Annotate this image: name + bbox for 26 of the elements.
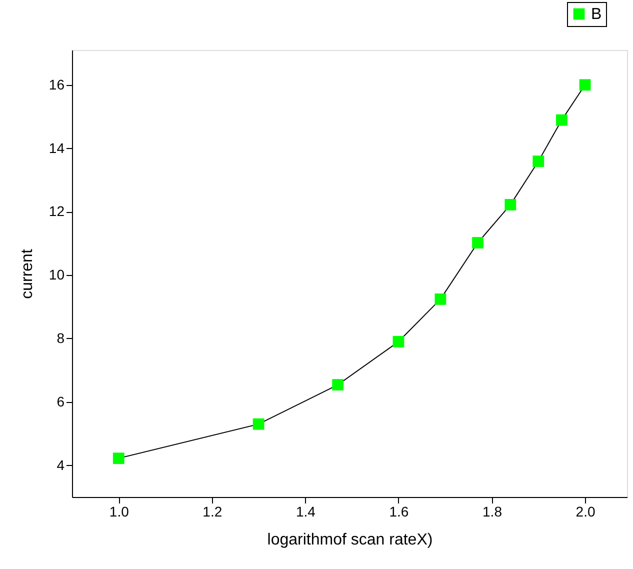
y-tick-label: 10 xyxy=(48,266,65,283)
x-tick-label: 1.4 xyxy=(296,504,316,520)
x-tick-label: 1.2 xyxy=(202,504,222,520)
x-axis-title: logarithmof scan rateX) xyxy=(267,532,433,548)
point xyxy=(556,114,568,126)
x-tick-label: 2.0 xyxy=(576,504,596,520)
y-tick-label: 14 xyxy=(48,140,65,156)
point xyxy=(532,156,544,167)
x-tick-label: 1.8 xyxy=(482,504,502,520)
y-tick-label: 16 xyxy=(48,76,65,92)
y-tick-label: 8 xyxy=(56,330,65,346)
point xyxy=(392,336,404,348)
y-axis-title: current xyxy=(18,248,36,299)
y-tick-label: 4 xyxy=(56,456,65,473)
x-tick-label: 1.0 xyxy=(109,504,130,520)
point xyxy=(332,379,344,390)
point xyxy=(252,418,264,430)
point xyxy=(112,452,124,464)
y-tick-label: 6 xyxy=(56,393,65,410)
point xyxy=(504,199,516,210)
point xyxy=(579,79,591,91)
legend-label: B xyxy=(591,6,602,23)
x-tick-label: 1.6 xyxy=(389,504,409,520)
point xyxy=(434,293,446,305)
point xyxy=(472,237,484,248)
y-tick-label: 12 xyxy=(48,203,65,220)
